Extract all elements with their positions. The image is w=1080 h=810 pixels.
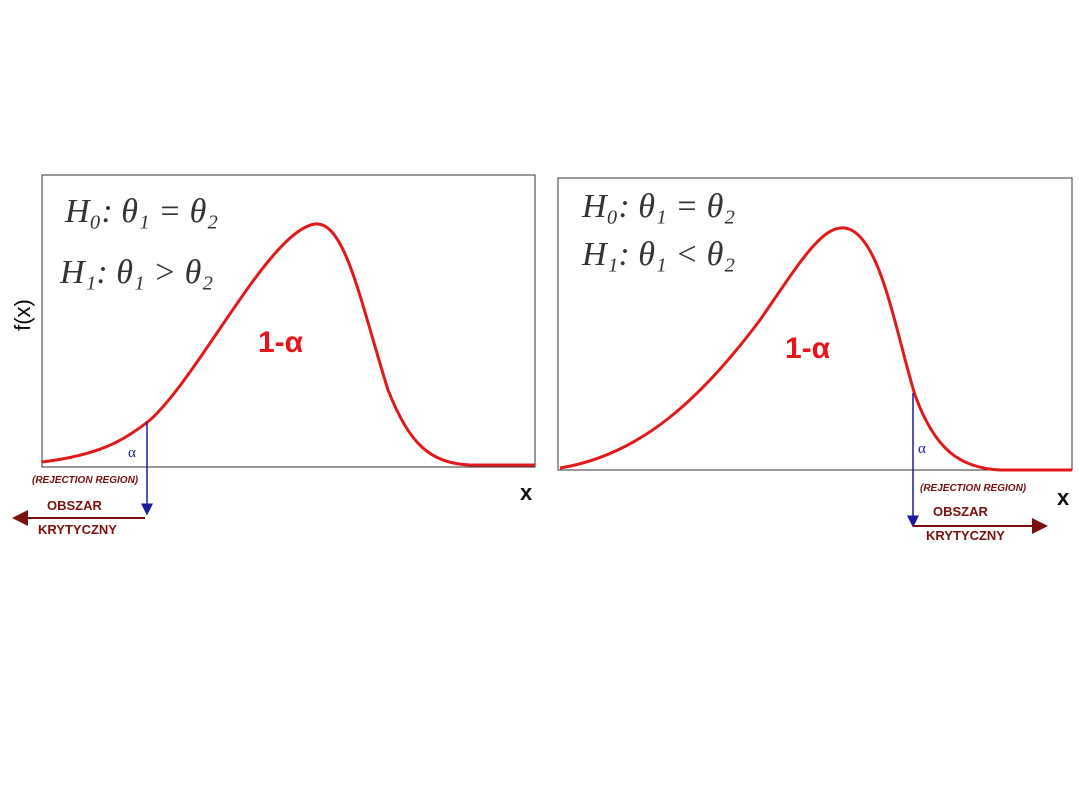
- rejection-region: (REJECTION REGION): [920, 483, 1027, 494]
- one-minus-alpha: 1-α: [785, 332, 831, 365]
- plot-frame: [557, 177, 1073, 471]
- h0: H₀: θ₁ = θ₂: [64, 193, 218, 230]
- alpha: α: [918, 441, 926, 457]
- x-label: x: [520, 480, 533, 505]
- x-label: x: [1057, 485, 1070, 510]
- plot-frame: [41, 174, 536, 468]
- density-curve: [41, 222, 535, 467]
- rejection-region: (REJECTION REGION): [32, 475, 139, 486]
- region-line1: OBSZAR: [933, 504, 989, 519]
- one-minus-alpha: 1-α: [258, 326, 304, 359]
- y-label: f(x): [10, 299, 35, 331]
- region-line2: KRYTYCZNY: [926, 528, 1005, 543]
- h1: H₁: θ₁ > θ₂: [59, 254, 213, 291]
- region-line2: KRYTYCZNY: [38, 522, 117, 537]
- h0: H₀: θ₁ = θ₂: [581, 188, 735, 225]
- density-curve: [559, 226, 1072, 472]
- left-panel: H₀: θ₁ = θ₂ H₁: θ₁ > θ₂ f(x) 1-α α (REJE…: [10, 174, 536, 537]
- alpha: α: [128, 445, 136, 461]
- h1: H₁: θ₁ < θ₂: [581, 236, 735, 273]
- right-panel: H₀: θ₁ = θ₂ H₁: θ₁ < θ₂ 1-α α (REJECTION…: [557, 177, 1073, 543]
- region-line1: OBSZAR: [47, 498, 103, 513]
